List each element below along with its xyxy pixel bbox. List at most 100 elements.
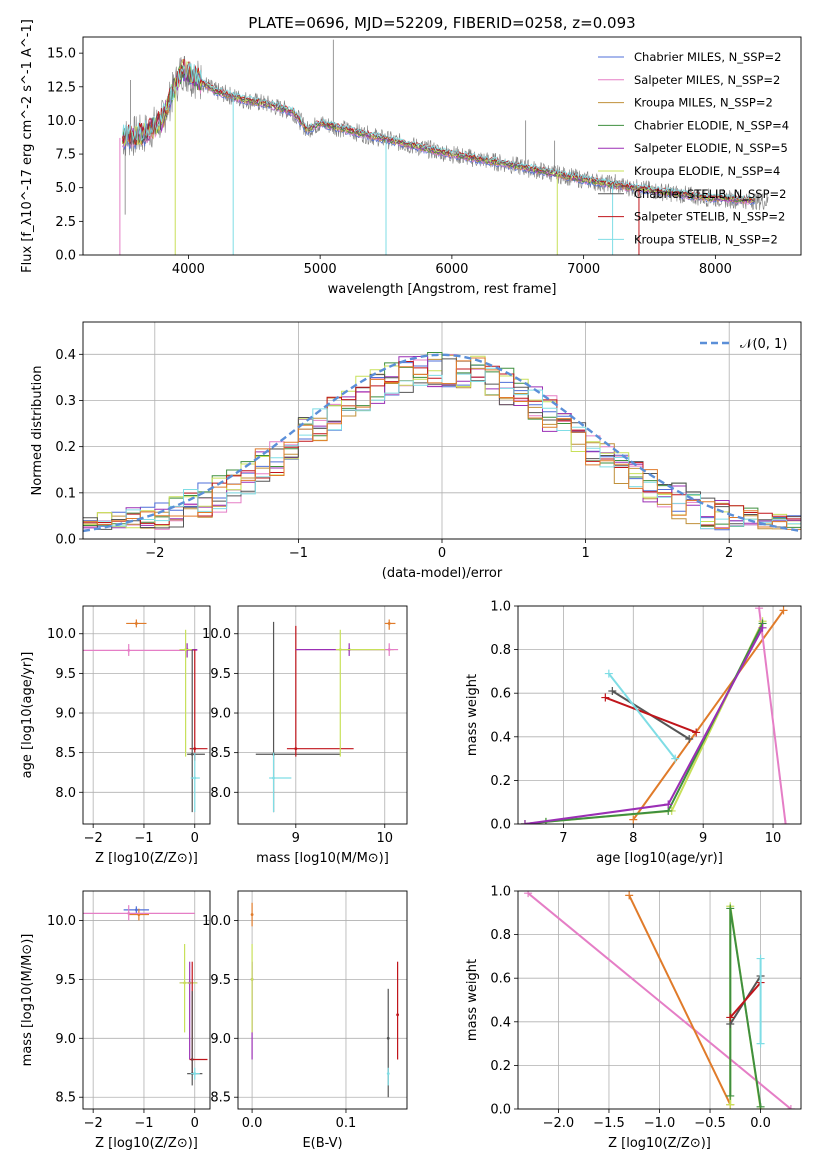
data-point — [184, 648, 188, 651]
grid-mass_vs_EBV — [238, 891, 407, 1109]
axes-frame — [82, 890, 211, 1110]
weight-marker — [726, 1091, 735, 1100]
weight-marker — [755, 606, 764, 613]
weight-marker — [625, 891, 634, 900]
data-point — [272, 776, 275, 780]
panel-spectrum: 4000 5000 6000 7000 8000 0.0 2.5 5.0 7.5 10.0 12.5… — [20, 19, 802, 297]
x-axis-label: Z [log10(Z/Z⊙)] — [608, 1136, 711, 1151]
y-tick-label: 10.0 — [47, 914, 76, 929]
gaussian-reference — [83, 353, 799, 533]
plot-area-massweight_vs_Z — [524, 891, 795, 1109]
panel-age_vs_mass: 9 10 8.0 8.5 9.0 9.5 10.0 mass [log10(M/M⊙)] — [202, 605, 408, 866]
weight-line — [608, 672, 676, 760]
axes-frame — [237, 890, 408, 1110]
legend-label: Salpeter MILES, N_SSP=2 — [634, 73, 780, 87]
legend-label: Chabrier MILES, N_SSP=2 — [634, 50, 781, 64]
weight-marker — [608, 687, 617, 696]
y-tick-label: 8.5 — [55, 1091, 76, 1106]
axes-frame — [82, 605, 211, 825]
x-tick-label: 6000 — [435, 262, 468, 277]
weight-line — [758, 608, 787, 824]
y-tick-label: 7.5 — [55, 148, 76, 163]
y-tick-label: 9.0 — [210, 707, 231, 722]
y-axis-label: age [log10(age/yr)] — [20, 652, 35, 779]
x-tick-label: 0 — [191, 1116, 199, 1131]
weight-marker — [524, 891, 533, 898]
y-tick-label: 9.0 — [55, 707, 76, 722]
y-tick-label: 0.0 — [490, 818, 511, 833]
y-tick-label: 10.0 — [47, 114, 76, 129]
axes-frame — [82, 321, 802, 540]
weight-marker — [756, 954, 765, 963]
weight-marker — [685, 734, 694, 743]
data-point — [294, 747, 298, 751]
y-tick-label: 0.0 — [55, 533, 76, 548]
weight-marker — [692, 728, 701, 737]
x-tick-label: 0 — [438, 546, 446, 561]
y-tick-label: 9.5 — [55, 973, 76, 988]
x-tick-label: 1 — [581, 546, 589, 561]
x-tick-label: −1.5 — [593, 1116, 625, 1131]
weight-line — [729, 908, 762, 1107]
panel-mass_vs_Z: −2 −1 0 8.5 9.0 9.5 10.0 Z [log10(Z/Z⊙)] mass [l… — [20, 890, 211, 1151]
legend-residuals: 𝒩(0, 1) — [700, 337, 787, 352]
weight-line — [632, 609, 785, 821]
x-tick-label: 10 — [765, 831, 782, 846]
weight-line — [729, 981, 762, 1019]
y-tick-label: 0.2 — [490, 1059, 511, 1074]
y-tick-label: 8.5 — [210, 1091, 231, 1106]
x-tick-label: 2 — [725, 546, 733, 561]
weight-line — [527, 892, 792, 1109]
data-point — [386, 1036, 390, 1040]
y-tick-label: 0.4 — [490, 1015, 511, 1030]
x-tick-label: 5000 — [304, 262, 337, 277]
x-axis-label: E(B-V) — [302, 1136, 342, 1151]
axes-frame — [517, 605, 802, 825]
legend-spectrum: Chabrier MILES, N_SSP=2 Salpeter MILES, N… — [598, 50, 789, 246]
weight-line — [628, 894, 732, 1106]
weight-marker — [726, 904, 735, 913]
data-point — [127, 911, 131, 915]
y-tick-label: 0.8 — [490, 928, 511, 943]
x-tick-label: 8 — [629, 831, 637, 846]
y-tick-label: 15.0 — [47, 47, 76, 62]
grid-age_vs_mass — [238, 606, 407, 824]
y-tick-label: 0.6 — [490, 972, 511, 987]
y-tick-label: 10.0 — [47, 627, 76, 642]
y-tick-label: 0.6 — [490, 687, 511, 702]
x-axis-label: Z [log10(Z/Z⊙)] — [95, 1136, 198, 1151]
y-tick-label: 10.0 — [202, 914, 231, 929]
legend-label: Chabrier STELIB, N_SSP=2 — [634, 187, 786, 201]
weight-marker — [629, 815, 638, 824]
y-tick-label: 0.8 — [490, 643, 511, 658]
grid-massweight_vs_age — [518, 605, 801, 825]
weight-marker — [726, 1013, 735, 1022]
x-tick-label: 0.0 — [242, 1116, 263, 1131]
x-tick-label: −1 — [134, 831, 153, 846]
x-tick-label: 0 — [191, 831, 199, 846]
data-point — [396, 1013, 400, 1017]
data-point — [193, 1072, 197, 1076]
data-point — [127, 648, 131, 652]
weight-marker — [779, 606, 788, 615]
weight-marker — [781, 820, 790, 824]
data-point — [387, 622, 391, 625]
data-point — [193, 776, 197, 780]
x-axis-label: (data-model)/error — [382, 566, 503, 581]
plot-area-massweight_vs_age — [520, 606, 790, 824]
x-tick-label: 0.1 — [336, 1116, 357, 1131]
data-point — [134, 622, 138, 625]
x-tick-label: −1.0 — [644, 1116, 676, 1131]
y-tick-label: 10.0 — [202, 627, 231, 642]
y-tick-label: 8.5 — [210, 746, 231, 761]
weight-marker — [604, 669, 613, 678]
legend-label: Salpeter ELODIE, N_SSP=5 — [634, 141, 788, 155]
x-tick-label: 7000 — [567, 262, 600, 277]
x-tick-label: −2 — [84, 1116, 103, 1131]
y-tick-label: 9.0 — [210, 1032, 231, 1047]
y-tick-label: 0.4 — [55, 348, 76, 363]
data-point — [250, 977, 254, 981]
panel-age_vs_Z: −2 −1 0 8.0 8.5 9.0 9.5 10.0 Z [log10(Z/Z⊙)] age … — [20, 605, 211, 866]
x-axis-label: Z [log10(Z/Z⊙)] — [95, 851, 198, 866]
weight-marker — [756, 1039, 765, 1048]
